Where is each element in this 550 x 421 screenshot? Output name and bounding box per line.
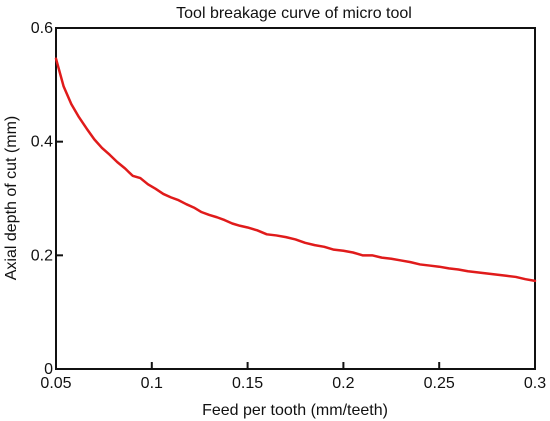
series-line [54,57,537,283]
y-tick-label-1: 0.2 [31,247,53,264]
x-axis-tick-labels: 0.05 0.1 0.15 0.2 0.25 0.3 [40,375,546,392]
x-tick-label-2: 0.15 [232,375,263,392]
y-axis-ticks [56,27,63,370]
y-tick-label-2: 0.4 [31,134,53,151]
y-axis-tick-labels: 0 0.2 0.4 0.6 [31,20,53,378]
x-axis-label: Feed per tooth (mm/teeth) [202,402,388,419]
x-tick-label-5: 0.3 [524,375,546,392]
y-tick-label-3: 0.6 [31,20,53,37]
plot-frame [55,27,536,370]
x-axis-ticks [55,362,536,369]
x-tick-label-4: 0.25 [424,375,455,392]
chart-title: Tool breakage curve of micro tool [176,5,412,22]
y-axis-label: Axial depth of cut (mm) [3,116,20,281]
x-tick-label-3: 0.2 [332,375,354,392]
x-tick-label-0: 0.05 [40,375,71,392]
y-tick-label-0: 0 [44,361,53,378]
x-tick-label-1: 0.1 [141,375,163,392]
